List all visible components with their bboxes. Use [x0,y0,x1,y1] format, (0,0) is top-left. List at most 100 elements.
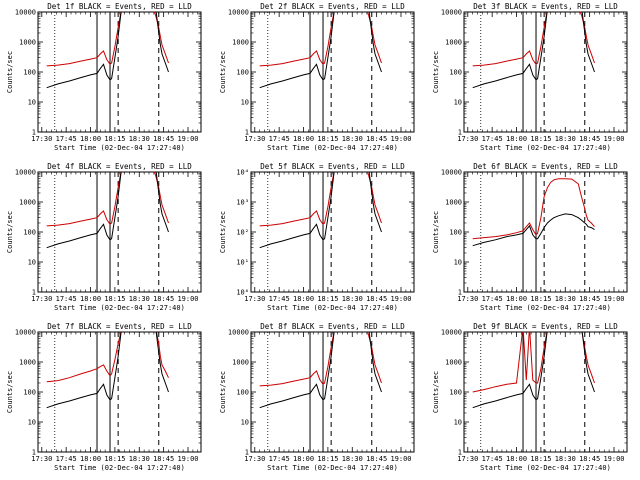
plot-frame [250,331,415,453]
x-axis-label: Start Time (02-Dec-04 17:27:40) [267,144,398,152]
y-tick-label: 10 [241,419,249,427]
x-tick-label: 18:00 [293,135,314,143]
x-tick-label: 18:15 [317,135,338,143]
y-tick-label: 100 [449,389,462,397]
lld-series-line [46,332,169,383]
lld-series-line [259,12,382,67]
x-tick-label: 17:45 [56,135,77,143]
y-tick-label: 10¹ [236,259,249,267]
x-tick-label: 17:30 [457,295,478,303]
x-tick-label: 18:30 [555,135,576,143]
y-tick-label: 10000 [228,9,249,17]
x-tick-label: 17:30 [457,455,478,463]
x-tick-label: 18:45 [579,135,600,143]
x-tick-label: 17:45 [269,455,290,463]
y-tick-label: 10000 [15,169,36,177]
panel-plot-8: Det 8f BLACK = Events, RED = LLD 1 10 100 10… [219,322,415,472]
y-tick-label: 1000 [19,199,36,207]
y-tick-label: 1 [32,129,36,137]
panel-plot-3: Det 3f BLACK = Events, RED = LLD 1 10 100 10… [432,2,628,152]
lld-series-line [472,178,595,240]
y-tick-label: 100 [449,69,462,77]
x-tick-label: 18:30 [129,295,150,303]
y-tick-label: 10 [28,99,36,107]
events-series-line [259,332,382,409]
panel-plot-6: Det 6f BLACK = Events, RED = LLD 1 10 100 10… [432,162,628,312]
panel-title: Det 4f BLACK = Events, RED = LLD [47,162,192,171]
plot-frame [250,171,415,293]
detector-panel-9: Det 9f BLACK = Events, RED = LLD 1 10 100 10… [426,320,639,480]
x-tick-label: 17:30 [31,135,52,143]
y-tick-label: 1 [245,449,249,457]
y-tick-label: 10 [454,419,462,427]
y-tick-label: 1000 [19,39,36,47]
y-axis-label: Counts/sec [219,371,227,413]
panel-title: Det 9f BLACK = Events, RED = LLD [473,322,618,331]
x-tick-label: 19:00 [177,135,198,143]
x-tick-label: 17:30 [31,295,52,303]
x-tick-label: 18:15 [530,295,551,303]
x-tick-label: 18:00 [506,295,527,303]
events-series-line [259,12,382,89]
x-tick-label: 17:45 [56,295,77,303]
detector-panel-1: Det 1f BLACK = Events, RED = LLD 1 10 100 10… [0,0,213,160]
lld-series-line [46,172,169,227]
detector-panel-2: Det 2f BLACK = Events, RED = LLD 1 10 100 10… [213,0,426,160]
detector-panel-5: Det 5f BLACK = Events, RED = LLD 10⁰ 10¹ 10… [213,160,426,320]
y-tick-label: 1 [32,289,36,297]
plot-frame [463,11,628,133]
x-tick-label: 17:30 [457,135,478,143]
x-tick-label: 18:45 [366,455,387,463]
detector-panel-7: Det 7f BLACK = Events, RED = LLD 1 10 100 10… [0,320,213,480]
plot-frame [37,331,202,453]
y-tick-label: 10000 [228,329,249,337]
y-tick-label: 10⁰ [236,289,249,297]
x-tick-label: 18:30 [555,295,576,303]
panel-title: Det 8f BLACK = Events, RED = LLD [260,322,405,331]
x-tick-label: 18:00 [506,135,527,143]
y-tick-label: 1 [458,129,462,137]
x-axis-label: Start Time (02-Dec-04 17:27:40) [54,464,185,472]
y-tick-label: 10 [454,99,462,107]
x-tick-label: 17:30 [31,455,52,463]
x-axis-label: Start Time (02-Dec-04 17:27:40) [54,144,185,152]
x-tick-label: 17:45 [269,295,290,303]
x-tick-label: 18:45 [153,295,174,303]
panel-plot-5: Det 5f BLACK = Events, RED = LLD 10⁰ 10¹ 10… [219,162,415,312]
panel-plot-1: Det 1f BLACK = Events, RED = LLD 1 10 100 10… [6,2,202,152]
x-tick-label: 18:00 [80,135,101,143]
x-tick-label: 17:45 [269,135,290,143]
y-axis-label: Counts/sec [219,211,227,253]
panel-plot-7: Det 7f BLACK = Events, RED = LLD 1 10 100 10… [6,322,202,472]
x-axis-label: Start Time (02-Dec-04 17:27:40) [480,144,611,152]
x-tick-label: 17:30 [244,135,265,143]
x-tick-label: 19:00 [390,135,411,143]
panel-plot-9: Det 9f BLACK = Events, RED = LLD 1 10 100 10… [432,322,628,472]
x-tick-label: 19:00 [603,295,624,303]
x-tick-label: 18:45 [153,135,174,143]
y-tick-label: 1000 [232,359,249,367]
x-tick-label: 18:00 [80,455,101,463]
plot-frame [37,171,202,293]
panel-title: Det 5f BLACK = Events, RED = LLD [260,162,405,171]
events-series-line [472,213,595,247]
lld-series-line [259,332,382,387]
y-tick-label: 10 [28,419,36,427]
x-tick-label: 17:45 [56,455,77,463]
panel-title: Det 6f BLACK = Events, RED = LLD [473,162,618,171]
x-tick-label: 18:00 [293,455,314,463]
y-tick-label: 1000 [445,359,462,367]
lld-series-line [472,12,595,67]
y-tick-label: 10000 [15,9,36,17]
events-series-line [46,12,169,89]
x-tick-label: 18:30 [342,295,363,303]
panel-title: Det 2f BLACK = Events, RED = LLD [260,2,405,11]
x-tick-label: 19:00 [177,295,198,303]
x-tick-label: 19:00 [603,135,624,143]
detector-panel-8: Det 8f BLACK = Events, RED = LLD 1 10 100 10… [213,320,426,480]
panel-title: Det 3f BLACK = Events, RED = LLD [473,2,618,11]
y-tick-label: 10000 [441,9,462,17]
plot-frame [463,171,628,293]
x-tick-label: 19:00 [603,455,624,463]
y-tick-label: 100 [236,389,249,397]
